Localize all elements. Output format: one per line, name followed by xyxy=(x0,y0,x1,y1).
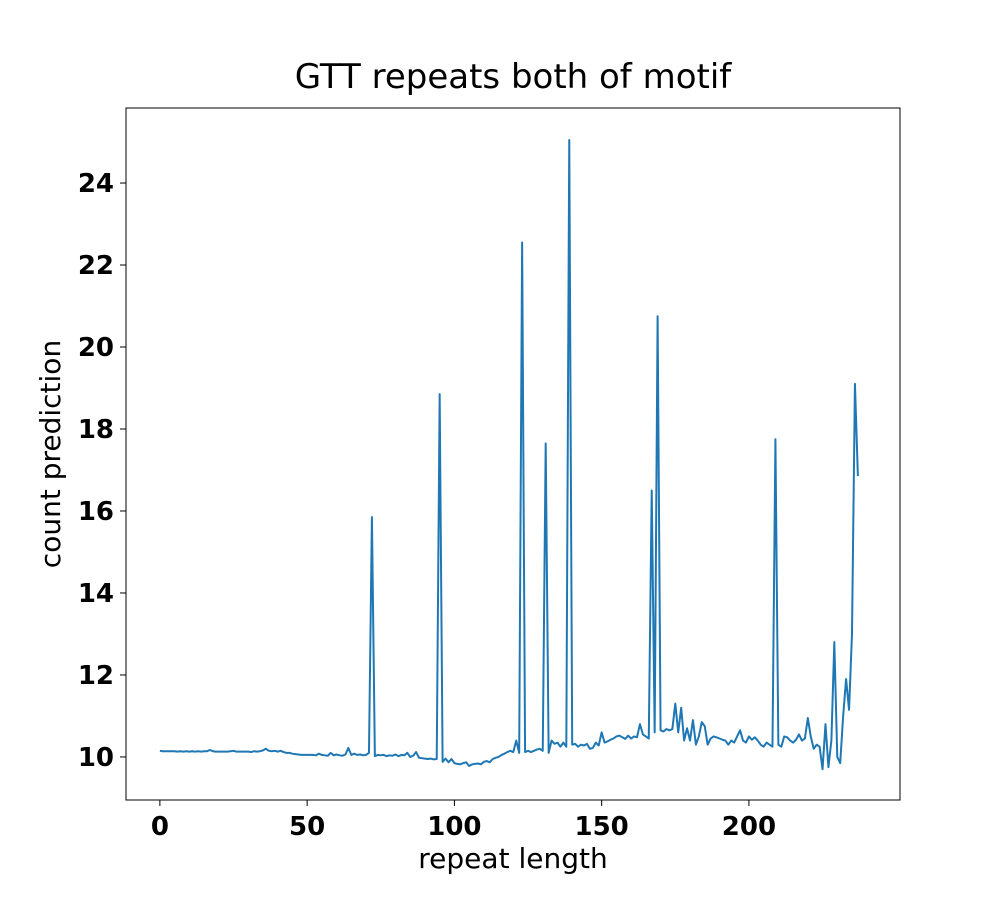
plot-frame xyxy=(125,107,901,801)
y-tick-label: 18 xyxy=(78,415,114,445)
y-tick-label: 10 xyxy=(78,743,114,773)
y-axis-label: count prediction xyxy=(34,340,67,568)
y-tick-label: 20 xyxy=(78,333,114,363)
x-tick-label: 150 xyxy=(575,812,629,842)
y-tick-label: 22 xyxy=(78,251,114,281)
x-axis-label: repeat length xyxy=(418,842,607,875)
chart-title: GTT repeats both of motif xyxy=(295,57,733,97)
x-tick-label: 50 xyxy=(289,812,325,842)
y-tick-label: 24 xyxy=(78,169,114,199)
y-tick-label: 16 xyxy=(78,497,114,527)
y-tick-label: 14 xyxy=(78,579,114,609)
x-tick-label: 100 xyxy=(427,812,481,842)
data-line xyxy=(159,138,859,771)
y-tick-label: 12 xyxy=(78,661,114,691)
x-tick-label: 200 xyxy=(722,812,776,842)
x-tick-label: 0 xyxy=(151,812,169,842)
